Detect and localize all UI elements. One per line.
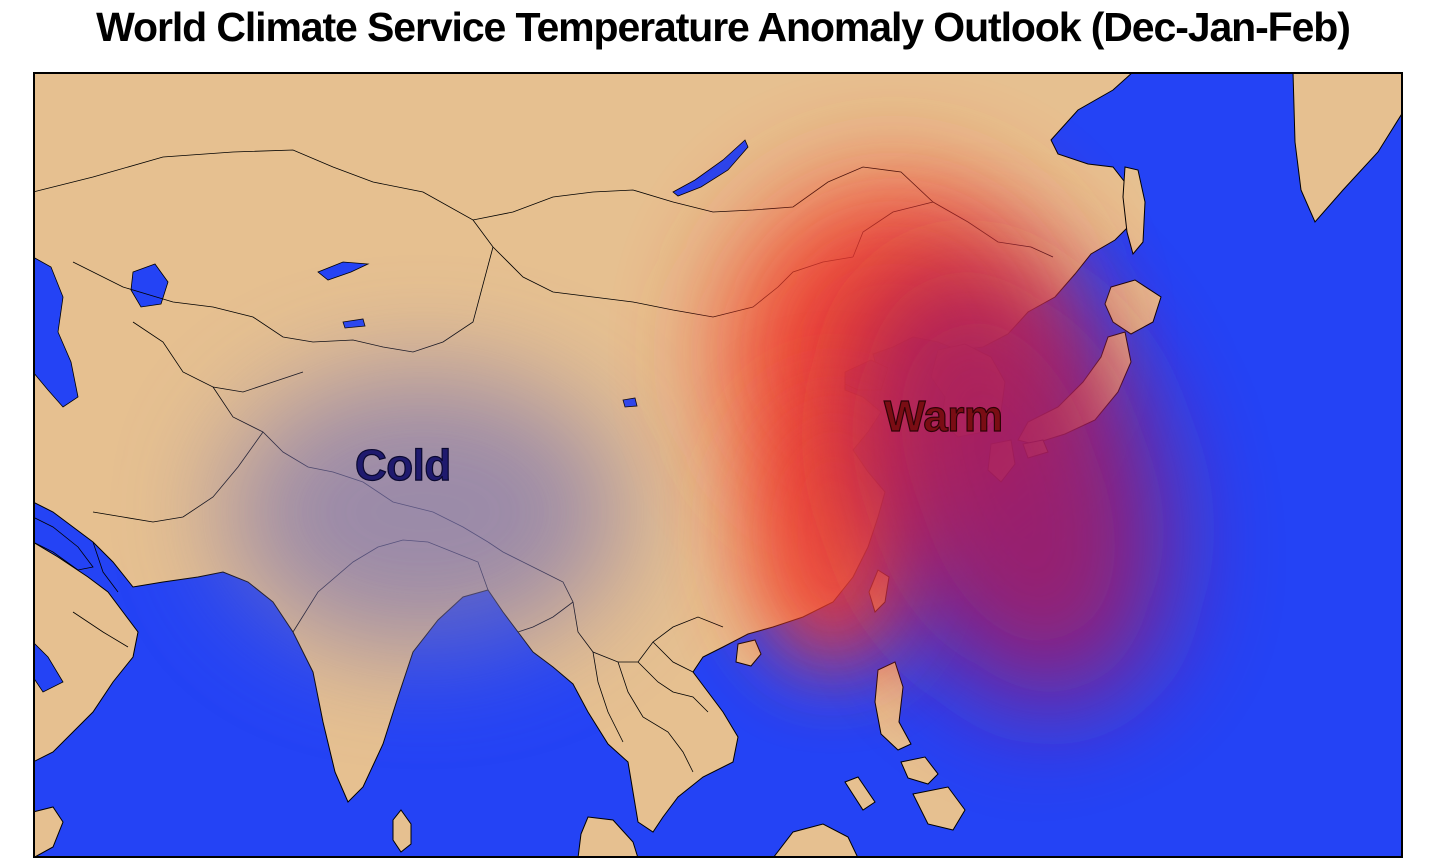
temperature-anomaly-overlay	[223, 182, 1166, 704]
sumatra	[577, 816, 639, 858]
philippines-mindanao	[912, 786, 966, 831]
horn-of-africa	[33, 806, 64, 858]
philippines-luzon	[874, 661, 912, 751]
philippines-visayas	[900, 756, 939, 785]
warm-label: Warm	[883, 392, 1003, 441]
caspian-sea	[33, 256, 79, 408]
sakhalin	[1122, 166, 1146, 256]
persian-gulf	[33, 516, 94, 571]
map-title: World Climate Service Temperature Anomal…	[96, 4, 1351, 50]
hainan	[735, 639, 762, 667]
lake-balkhash	[317, 261, 370, 281]
japan-hokkaido	[1104, 279, 1162, 335]
aral-sea	[130, 263, 169, 308]
cold-anomaly-region	[223, 372, 623, 652]
red-sea	[33, 641, 64, 693]
map-border	[33, 72, 1403, 858]
issyk-kul	[342, 318, 366, 329]
warm-anomaly-ocean-region	[850, 260, 1166, 704]
kamchatka	[1292, 72, 1403, 223]
map-panel	[33, 72, 1403, 858]
palawan	[844, 776, 876, 811]
sri-lanka	[392, 809, 412, 853]
borneo	[772, 823, 859, 858]
qinghai-lake	[622, 397, 638, 408]
arabian-peninsula	[33, 541, 139, 763]
lake-baikal	[672, 139, 749, 197]
cold-label: Cold	[354, 441, 451, 490]
map-canvas	[33, 72, 1403, 858]
